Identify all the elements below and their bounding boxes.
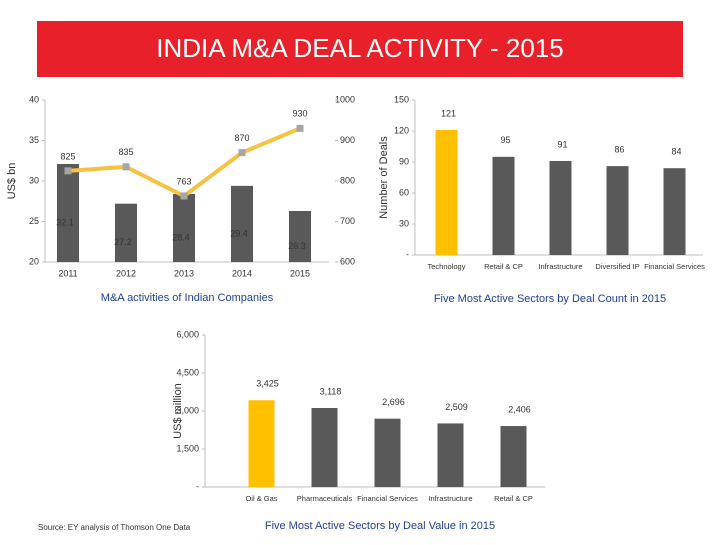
y-tick-label: 90 xyxy=(399,156,409,166)
x-tick-label: 2011 xyxy=(58,268,77,278)
line-marker xyxy=(64,167,72,175)
line-marker xyxy=(296,124,304,132)
data-label: 121 xyxy=(441,108,456,118)
y-tick-label: 40 xyxy=(29,94,39,104)
bar xyxy=(248,400,275,487)
data-label: 2,696 xyxy=(382,397,405,407)
y-tick-label: 20 xyxy=(29,256,39,266)
slide-title: INDIA M&A DEAL ACTIVITY - 2015 xyxy=(156,33,564,63)
y-tick-label: 30 xyxy=(29,175,39,185)
data-label: 26.3 xyxy=(288,241,306,251)
data-label: 84 xyxy=(671,147,681,157)
bar xyxy=(549,160,572,255)
y-tick-label: 35 xyxy=(29,135,39,145)
y-tick-label: 3,000 xyxy=(176,405,199,415)
x-tick-label: Financial Services xyxy=(357,494,418,503)
line-marker xyxy=(238,149,246,157)
y-tick-label: 60 xyxy=(399,187,409,197)
bar xyxy=(437,423,464,487)
y-tick-label: 800 xyxy=(340,175,355,185)
y-tick-label: - xyxy=(196,481,199,491)
y-tick-label: 6,000 xyxy=(176,329,199,339)
y-tick-label: 1,500 xyxy=(176,443,199,453)
x-tick-label: Retail & CP xyxy=(494,494,533,503)
bar xyxy=(606,166,629,255)
bar xyxy=(57,163,79,262)
data-label: 3,118 xyxy=(320,386,342,396)
data-label: 870 xyxy=(234,133,249,143)
line-marker xyxy=(180,192,188,200)
data-label: 3,425 xyxy=(256,379,279,389)
x-tick-label: Diversified IP xyxy=(595,262,639,271)
y-tick-label: 700 xyxy=(340,216,355,226)
title-banner xyxy=(37,21,683,77)
x-tick-label: 2015 xyxy=(290,268,310,278)
bar xyxy=(663,168,686,255)
bar xyxy=(492,156,515,255)
bar xyxy=(435,129,458,255)
x-tick-label: 2012 xyxy=(116,268,136,278)
bar xyxy=(231,185,253,262)
chart-caption: Five Most Active Sectors by Deal Count i… xyxy=(434,293,666,305)
y-tick-label: 900 xyxy=(340,135,355,145)
bar xyxy=(311,408,338,487)
x-tick-label: Technology xyxy=(428,262,466,271)
data-label: 835 xyxy=(118,147,133,157)
data-label: 29.4 xyxy=(230,228,248,238)
y-tick-label: 30 xyxy=(399,218,409,228)
data-label: 27.2 xyxy=(114,237,132,247)
data-label: 86 xyxy=(614,145,624,155)
y-tick-label: 120 xyxy=(394,125,409,135)
x-tick-label: Pharmaceuticals xyxy=(297,494,353,503)
bar xyxy=(374,418,401,487)
y-tick-label: 150 xyxy=(394,94,409,104)
data-label: 28.4 xyxy=(172,232,190,242)
data-label: 930 xyxy=(292,109,307,119)
y-tick-label: 25 xyxy=(29,216,39,226)
x-tick-label: Financial Services xyxy=(644,262,705,271)
bar xyxy=(173,193,195,262)
x-tick-label: Infrastructure xyxy=(538,262,582,271)
x-tick-label: 2013 xyxy=(174,268,194,278)
data-label: 763 xyxy=(176,176,191,186)
y-tick-label: 4,500 xyxy=(176,367,199,377)
y-tick-label: 1000 xyxy=(335,94,355,104)
x-tick-label: Oil & Gas xyxy=(245,494,277,503)
y-tick-label: 600 xyxy=(340,256,355,266)
line-marker xyxy=(122,163,130,171)
data-label: 32.1 xyxy=(56,217,74,227)
y-axis-title: US$ bn xyxy=(6,163,18,200)
source-note: Source: EY analysis of Thomson One Data xyxy=(38,523,191,532)
chart-caption: M&A activities of Indian Companies xyxy=(101,292,274,304)
data-label: 91 xyxy=(557,139,567,149)
x-tick-label: Retail & CP xyxy=(484,262,523,271)
bar xyxy=(289,210,311,262)
y-tick-label: - xyxy=(406,249,409,259)
x-tick-label: Infrastructure xyxy=(428,494,472,503)
bar xyxy=(115,203,137,262)
y-axis-title: Number of Deals xyxy=(378,136,390,219)
data-label: 95 xyxy=(500,135,510,145)
bar xyxy=(500,426,527,487)
data-label: 2,509 xyxy=(445,402,468,412)
x-tick-label: 2014 xyxy=(232,268,252,278)
data-label: 825 xyxy=(60,151,75,161)
y-axis-title: US$ million xyxy=(172,383,184,439)
data-label: 2,406 xyxy=(508,404,531,414)
chart-caption: Five Most Active Sectors by Deal Value i… xyxy=(265,520,495,532)
